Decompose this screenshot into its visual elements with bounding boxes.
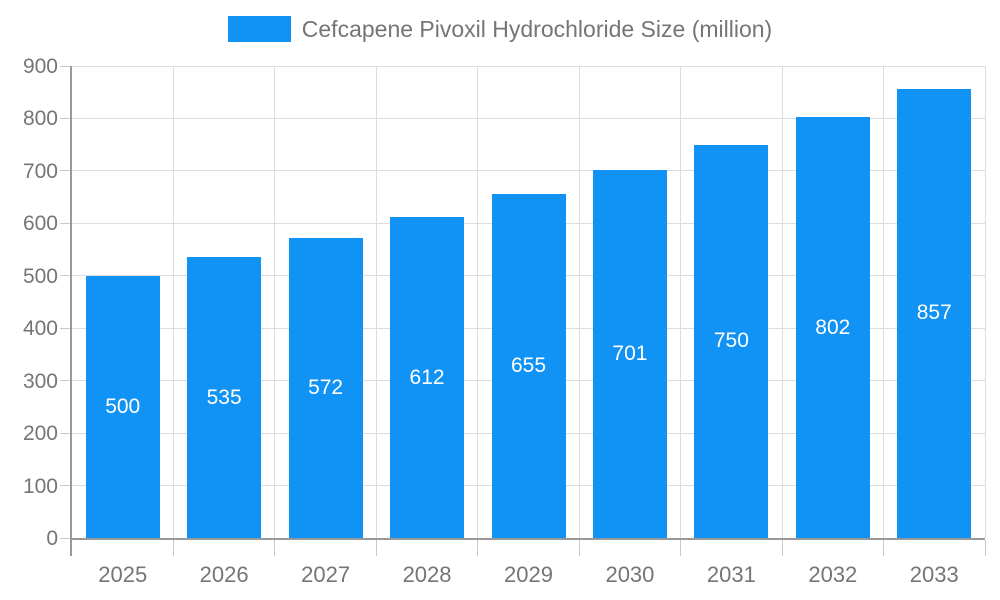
- bar-value-label: 802: [815, 315, 851, 339]
- gridline-horizontal: [72, 65, 985, 67]
- bar: [288, 238, 363, 538]
- y-axis-tick: [60, 65, 70, 67]
- y-axis-tick: [60, 170, 70, 172]
- y-axis-tick-label: 400: [22, 317, 58, 341]
- x-axis-tick-label: 2025: [98, 562, 148, 587]
- bar: [491, 194, 566, 538]
- x-axis-tick-label: 2030: [605, 562, 655, 587]
- x-axis-tick: [274, 540, 276, 556]
- bar: [795, 117, 870, 538]
- bar-value-label: 701: [612, 342, 648, 366]
- x-axis-tick: [984, 540, 986, 556]
- x-axis-tick: [172, 540, 174, 556]
- x-axis-line: [70, 538, 985, 540]
- y-axis-tick-label: 100: [22, 474, 58, 498]
- gridline-vertical: [477, 66, 479, 538]
- chart-legend[interactable]: Cefcapene Pivoxil Hydrochloride Size (mi…: [0, 16, 1000, 42]
- x-axis-tick-label: 2032: [808, 562, 858, 587]
- gridline-horizontal: [72, 170, 985, 172]
- y-axis-tick: [60, 222, 70, 224]
- x-axis-tick: [781, 540, 783, 556]
- y-axis-tick-label: 800: [22, 107, 58, 131]
- bar-value-label: 572: [308, 376, 344, 399]
- gridline-vertical: [984, 66, 986, 538]
- gridline-vertical: [172, 66, 174, 538]
- legend-label: Cefcapene Pivoxil Hydrochloride Size (mi…: [301, 16, 773, 42]
- gridline-vertical: [578, 66, 580, 538]
- y-axis-tick: [60, 485, 70, 487]
- y-axis-tick: [60, 275, 70, 277]
- x-axis-tick: [680, 540, 682, 556]
- legend-swatch: [227, 16, 291, 42]
- x-axis-tick: [477, 540, 479, 556]
- y-axis-tick: [60, 432, 70, 434]
- y-axis-tick-label: 200: [22, 422, 58, 446]
- x-axis-tick-label: 2026: [199, 562, 249, 587]
- y-axis-tick-label: 300: [22, 369, 58, 393]
- y-axis-tick-label: 900: [22, 55, 58, 78]
- x-axis-tick: [375, 540, 377, 556]
- x-axis-tick-label: 2027: [301, 562, 351, 587]
- y-axis-tick-label: 500: [22, 264, 58, 288]
- bar-value-label: 535: [206, 385, 242, 409]
- bar: [85, 275, 160, 538]
- bar-value-label: 612: [409, 365, 445, 389]
- bar: [187, 257, 262, 538]
- x-axis-tick-label: 2029: [504, 562, 553, 587]
- gridline-horizontal: [72, 117, 985, 119]
- bar: [390, 217, 465, 538]
- y-axis-tick-label: 600: [22, 212, 58, 236]
- gridline-vertical: [883, 66, 885, 538]
- y-axis-tick-label: 700: [22, 159, 58, 183]
- gridline-vertical: [274, 66, 276, 538]
- x-axis-tick-label: 2031: [706, 562, 756, 587]
- y-axis-tick: [60, 327, 70, 329]
- y-axis-tick: [60, 537, 70, 539]
- bar-value-label: 655: [510, 354, 547, 378]
- bar: [592, 170, 667, 538]
- bar: [897, 88, 972, 538]
- x-axis-tick: [883, 540, 885, 556]
- gridline-vertical: [680, 66, 682, 538]
- plot-area: 0 100 200 300 400 500 600 700 800 900 500 2025 535 20…: [23, 56, 986, 586]
- x-axis-tick: [578, 540, 580, 556]
- bar-value-label: 750: [713, 329, 749, 353]
- bar: [694, 144, 769, 538]
- y-axis-line: [70, 66, 72, 556]
- y-axis-tick: [60, 117, 70, 119]
- gridline-vertical: [781, 66, 783, 538]
- bar-value-label: 500: [105, 394, 141, 418]
- y-axis-tick: [60, 380, 70, 382]
- bar-value-label: 857: [916, 301, 952, 325]
- gridline-vertical: [375, 66, 377, 538]
- x-axis-tick-label: 2028: [402, 562, 452, 587]
- y-axis-tick-label: 0: [46, 527, 58, 550]
- x-axis-tick-label: 2033: [909, 562, 959, 587]
